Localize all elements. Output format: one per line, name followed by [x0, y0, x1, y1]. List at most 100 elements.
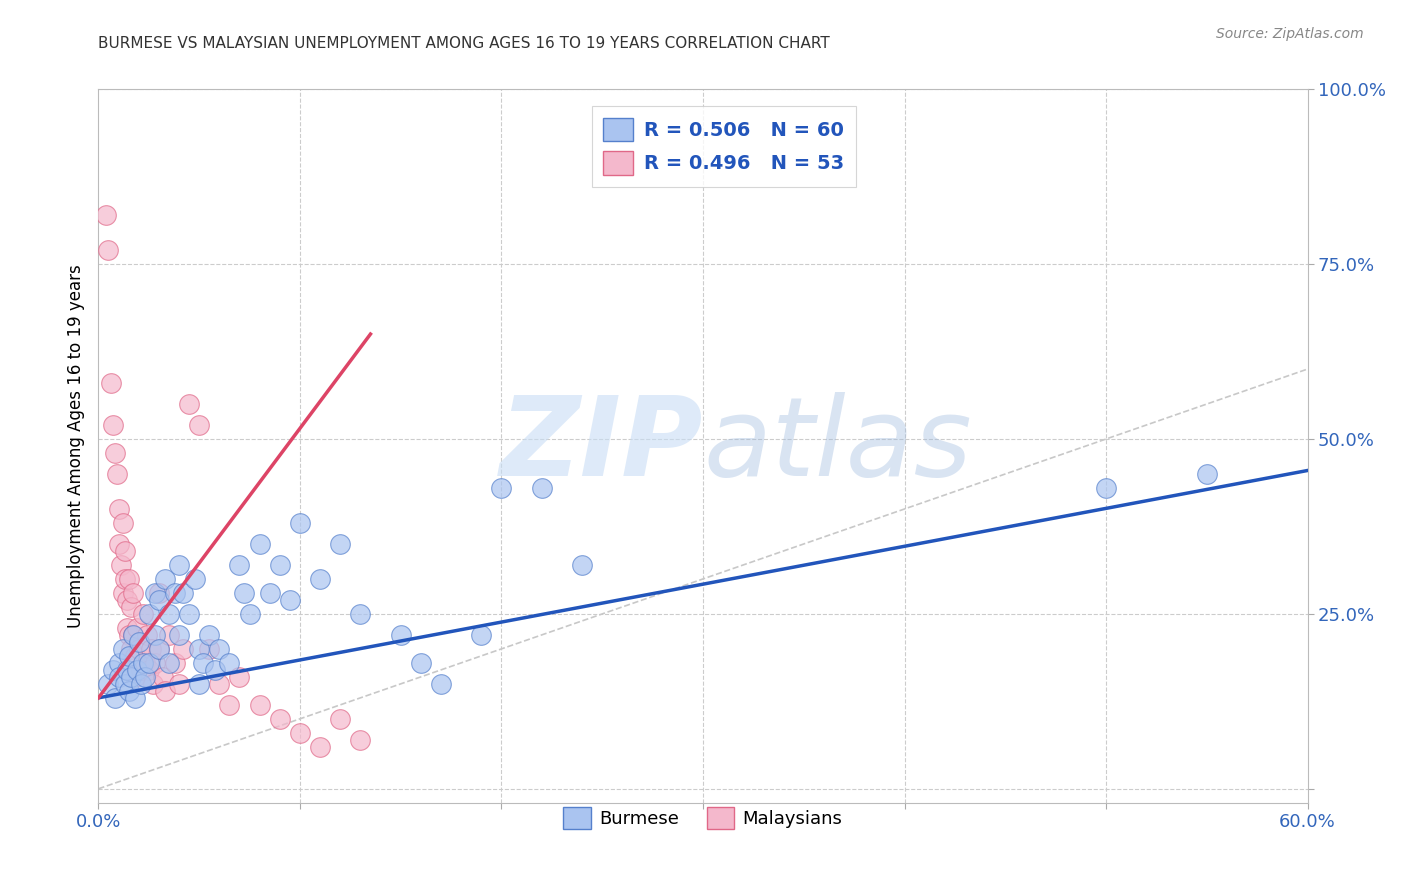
Point [134, 670, 156, 684]
Point [329, 712, 352, 726]
Point [121, 628, 143, 642]
Point [129, 677, 152, 691]
Point [138, 607, 160, 621]
Point [163, 656, 186, 670]
Point [259, 586, 281, 600]
Legend: Burmese, Malaysians: Burmese, Malaysians [557, 800, 849, 837]
Point [193, 656, 215, 670]
Y-axis label: Unemployment Among Ages 16 to 19 years: Unemployment Among Ages 16 to 19 years [66, 264, 84, 628]
Point [107, 656, 129, 670]
Point [105, 467, 128, 481]
Point [107, 670, 129, 684]
Point [120, 670, 142, 684]
Point [128, 641, 150, 656]
Point [148, 586, 170, 600]
Point [278, 593, 301, 607]
Point [153, 684, 176, 698]
Point [204, 663, 226, 677]
Text: atlas: atlas [703, 392, 972, 500]
Point [124, 690, 146, 705]
Point [172, 641, 194, 656]
Point [530, 481, 553, 495]
Point [148, 641, 170, 656]
Point [124, 670, 146, 684]
Point [110, 558, 132, 572]
Point [208, 641, 231, 656]
Point [228, 670, 250, 684]
Point [167, 558, 190, 572]
Point [218, 656, 240, 670]
Point [470, 628, 492, 642]
Point [349, 732, 371, 747]
Point [1095, 481, 1118, 495]
Point [121, 586, 143, 600]
Point [163, 586, 186, 600]
Point [232, 586, 254, 600]
Point [157, 628, 180, 642]
Point [120, 641, 142, 656]
Point [114, 572, 136, 586]
Point [157, 607, 180, 621]
Point [138, 656, 160, 670]
Point [430, 677, 453, 691]
Point [97, 243, 120, 257]
Point [111, 586, 134, 600]
Point [107, 537, 129, 551]
Text: BURMESE VS MALAYSIAN UNEMPLOYMENT AMONG AGES 16 TO 19 YEARS CORRELATION CHART: BURMESE VS MALAYSIAN UNEMPLOYMENT AMONG … [98, 36, 830, 51]
Point [249, 698, 271, 712]
Point [167, 677, 190, 691]
Point [129, 663, 152, 677]
Point [107, 502, 129, 516]
Point [115, 593, 138, 607]
Point [329, 537, 352, 551]
Point [132, 607, 155, 621]
Point [152, 670, 174, 684]
Point [125, 621, 148, 635]
Point [198, 641, 221, 656]
Point [118, 684, 141, 698]
Point [309, 572, 332, 586]
Point [115, 621, 138, 635]
Point [139, 641, 162, 656]
Point [118, 572, 141, 586]
Point [128, 635, 150, 649]
Point [184, 572, 207, 586]
Point [118, 628, 141, 642]
Point [218, 698, 240, 712]
Point [309, 739, 332, 754]
Point [135, 628, 157, 642]
Point [114, 544, 136, 558]
Point [120, 599, 142, 614]
Point [349, 607, 371, 621]
Point [118, 648, 141, 663]
Point [132, 656, 155, 670]
Point [115, 663, 138, 677]
Point [228, 558, 250, 572]
Point [153, 572, 176, 586]
Point [179, 607, 201, 621]
Point [571, 558, 593, 572]
Point [157, 656, 180, 670]
Point [198, 628, 221, 642]
Point [103, 690, 125, 705]
Point [111, 641, 134, 656]
Point [269, 558, 291, 572]
Point [142, 677, 165, 691]
Point [167, 628, 190, 642]
Point [101, 417, 124, 432]
Point [134, 656, 156, 670]
Point [148, 593, 170, 607]
Point [188, 641, 211, 656]
Point [100, 376, 122, 390]
Point [188, 417, 211, 432]
Point [249, 537, 271, 551]
Point [172, 586, 194, 600]
Point [96, 208, 118, 222]
Point [389, 628, 412, 642]
Point [138, 663, 160, 677]
Point [288, 726, 311, 740]
Point [143, 628, 166, 642]
Point [1195, 467, 1218, 481]
Point [111, 516, 134, 530]
Point [97, 677, 120, 691]
